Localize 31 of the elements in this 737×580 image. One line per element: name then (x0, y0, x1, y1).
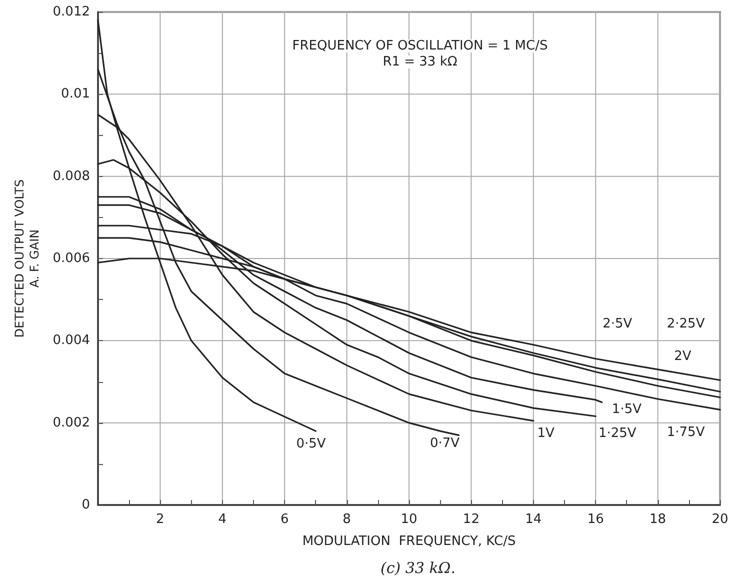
x-tick-label: 6 (280, 512, 289, 527)
x-tick-label: 12 (462, 512, 480, 527)
x-axis-title: MODULATION FREQUENCY, KC/S (302, 534, 516, 549)
y-tick-label: 0.008 (52, 168, 90, 184)
annotation: 1·75V (666, 425, 705, 440)
y-tick-label: 0.002 (52, 415, 90, 430)
x-tick-label: 20 (712, 512, 728, 527)
annotation: 2·25V (666, 316, 705, 332)
text: (c) 33 kΩ. (380, 559, 456, 577)
x-tick-label: 4 (218, 512, 227, 527)
annotation: 1·25V (598, 426, 636, 442)
x-tick-label: 10 (400, 512, 418, 527)
x-tick-label: 2 (156, 512, 164, 527)
annotation: 2·5V (602, 316, 632, 332)
x-tick-label: 18 (650, 512, 666, 527)
y-tick-label: 0 (82, 498, 90, 512)
annotation: R1 = 33 kΩ (382, 54, 458, 70)
y-axis-title: DETECTED OUTPUT VOLTS A. F. GAIN (12, 179, 42, 338)
y-tick-label: 0.01 (61, 86, 90, 102)
annotation: 2V (674, 348, 692, 364)
annotation: 1·5V (612, 402, 642, 417)
y-tick-label: 0.004 (52, 333, 90, 348)
annotation: 0·7V (430, 436, 460, 451)
x-tick-label: 14 (525, 512, 542, 527)
annotation: 0·5V (296, 436, 326, 452)
annotation: 1V (537, 426, 555, 442)
y-tick-label: 0.012 (52, 4, 90, 20)
x-tick-label: 16 (587, 512, 604, 527)
x-tick-label: 8 (342, 512, 351, 527)
annotation: FREQUENCY OF OSCILLATION = 1 MC/S (292, 38, 548, 54)
y-tick-label: 0.006 (52, 251, 90, 266)
